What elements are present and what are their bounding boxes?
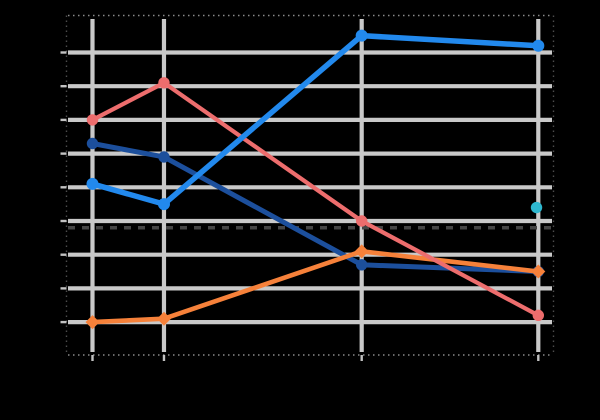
data-point-orange — [354, 244, 369, 259]
data-point-orange — [156, 311, 171, 326]
data-point-orange — [531, 264, 546, 279]
series-line-salmon — [90, 80, 541, 318]
data-point-cyan — [530, 201, 543, 214]
data-point-sky-blue — [157, 198, 170, 211]
data-point-navy — [158, 151, 170, 163]
data-point-navy — [355, 259, 368, 271]
data-point-sky-blue — [86, 177, 99, 190]
series-line-orange — [90, 249, 541, 325]
data-point-navy — [86, 137, 99, 150]
data-point-orange — [85, 315, 100, 330]
data-point-salmon — [158, 77, 170, 89]
data-point-sky-blue — [355, 29, 368, 42]
data-point-salmon — [86, 114, 99, 126]
data-point-sky-blue — [532, 39, 545, 52]
data-point-salmon — [355, 215, 368, 227]
series-line-sky-blue — [89, 32, 542, 207]
data-point-salmon — [532, 309, 545, 322]
